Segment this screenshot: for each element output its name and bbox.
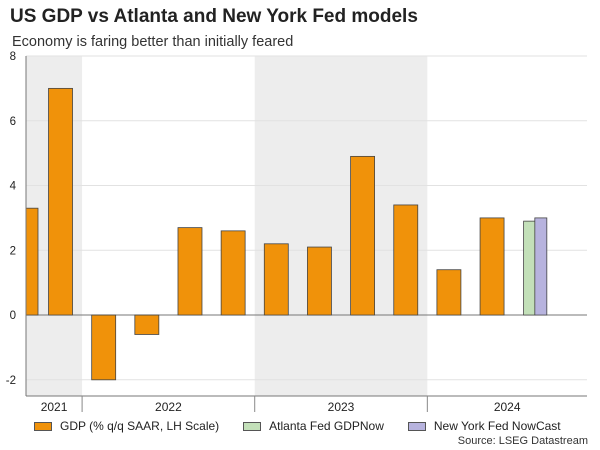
bar-gdp-6 — [263, 243, 289, 316]
bar-gdp-8 — [350, 155, 376, 316]
y-tick-label: 0 — [10, 310, 16, 322]
legend-swatch-ny-fed — [407, 421, 426, 431]
bar-atlanta-fed-0 — [523, 220, 537, 316]
bar-gdp-2 — [91, 314, 117, 381]
bar-gdp-0 — [25, 207, 39, 316]
legend-item-ny-fed: New York Fed NowCast — [407, 419, 561, 433]
bar-ny-fed-0 — [534, 217, 548, 316]
y-tick-label: 6 — [10, 116, 16, 128]
bar-gdp-3 — [134, 314, 160, 335]
legend-swatch-gdp — [34, 421, 52, 431]
x-tick-label-year: 2021 — [41, 400, 68, 414]
y-tick-label: -2 — [6, 375, 16, 387]
legend-label-atlanta-fed: Atlanta Fed GDPNow — [269, 419, 384, 433]
bar-gdp-5 — [220, 230, 246, 316]
legend-label-gdp: GDP (% q/q SAAR, LH Scale) — [60, 419, 220, 433]
bar-gdp-1 — [48, 87, 73, 316]
bar-gdp-9 — [393, 204, 419, 316]
y-tick-label: 2 — [10, 245, 16, 257]
legend-label-ny-fed: New York Fed NowCast — [433, 419, 561, 433]
chart-legend: GDP (% q/q SAAR, LH Scale) Atlanta Fed G… — [34, 419, 585, 433]
y-tick-label: 8 — [10, 51, 16, 63]
legend-item-gdp: GDP (% q/q SAAR, LH Scale) — [34, 419, 219, 433]
chart-title: US GDP vs Atlanta and New York Fed model… — [10, 6, 418, 27]
x-tick-label-year: 2023 — [328, 400, 355, 414]
legend-item-atlanta-fed: Atlanta Fed GDPNow — [243, 419, 384, 433]
bar-gdp-4 — [177, 227, 203, 316]
x-tick-label-year: 2022 — [155, 400, 182, 414]
bar-gdp-11 — [479, 217, 505, 316]
bar-gdp-7 — [307, 246, 332, 316]
bar-gdp-10 — [436, 269, 462, 316]
y-tick-label: 4 — [10, 181, 17, 193]
legend-swatch-atlanta-fed — [243, 421, 262, 431]
source-note: Source: LSEG Datastream — [457, 435, 588, 447]
chart-subtitle: Economy is faring better than initially … — [12, 34, 294, 50]
x-tick-label-year: 2024 — [494, 400, 521, 414]
